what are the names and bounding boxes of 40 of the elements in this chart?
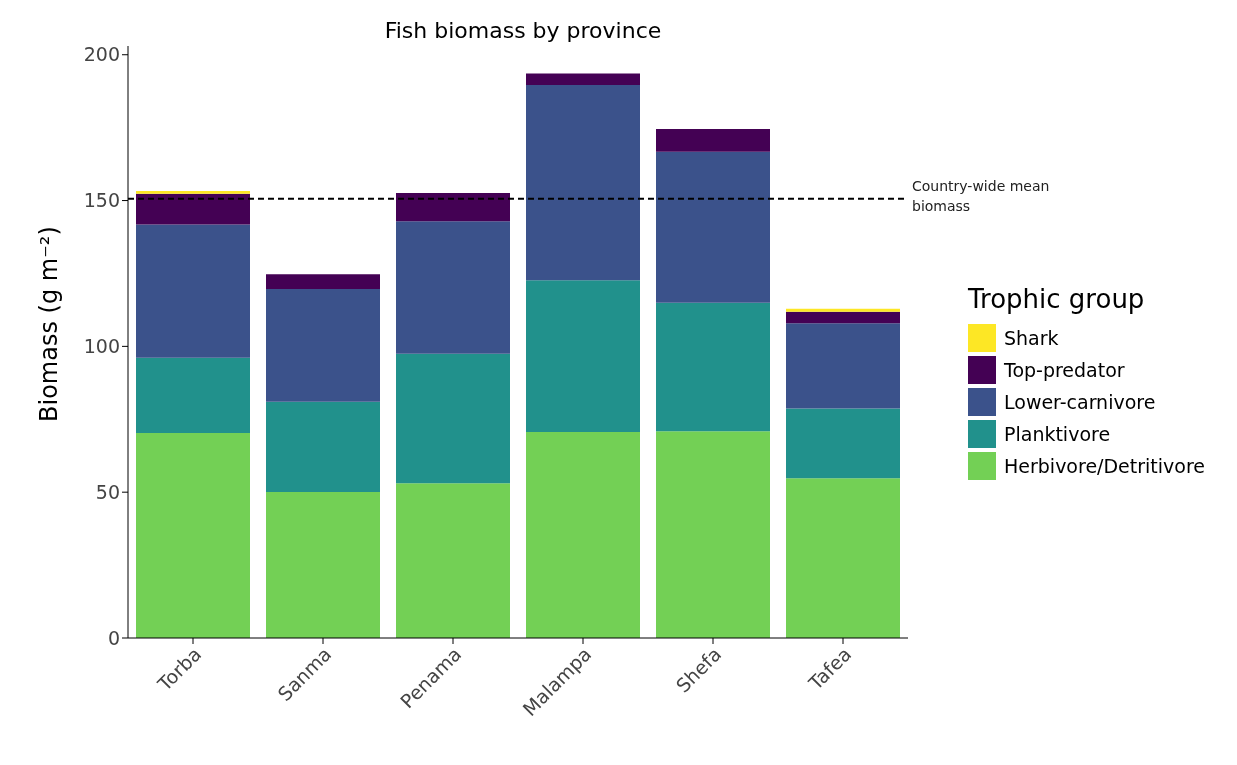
bar: [526, 432, 640, 638]
legend-label: Herbivore/Detritivore: [1004, 455, 1206, 477]
y-tick-label: 0: [107, 626, 120, 649]
bar: [396, 353, 510, 484]
bar: [136, 224, 250, 358]
bar: [526, 73, 640, 86]
legend-label: Planktivore: [1004, 423, 1111, 445]
legend-label: Shark: [1004, 327, 1059, 349]
bar: [786, 478, 900, 638]
y-axis-title: Biomass (g m⁻²): [34, 226, 63, 422]
bar: [526, 85, 640, 281]
bar: [136, 357, 250, 433]
bar: [656, 129, 770, 152]
chart-title: Fish biomass by province: [383, 18, 663, 43]
bar: [396, 221, 510, 354]
bar: [786, 408, 900, 479]
bar: [656, 302, 770, 432]
legend-title: Trophic group: [968, 284, 1146, 314]
bar: [136, 190, 250, 194]
bar: [396, 483, 510, 638]
bar: [136, 432, 250, 638]
bar: [526, 280, 640, 433]
bar: [266, 401, 380, 492]
y-tick-label: 150: [83, 189, 120, 212]
bar: [396, 192, 510, 222]
bar: [786, 323, 900, 409]
bar: [656, 151, 770, 303]
legend-label: Top-predator: [1004, 359, 1125, 381]
bar: [266, 288, 380, 402]
bar: [786, 308, 900, 312]
bar: [266, 491, 380, 638]
bar: [656, 431, 770, 638]
legend-label: Lower-carnivore: [1004, 391, 1156, 413]
bar: [786, 311, 900, 324]
ref-line-label: Country-wide mean biomass: [912, 177, 1050, 214]
y-tick-label: 100: [83, 335, 120, 358]
y-tick-label: 50: [95, 480, 120, 503]
y-tick-label: 200: [83, 43, 120, 66]
bar: [136, 193, 250, 225]
bar: [266, 274, 380, 289]
